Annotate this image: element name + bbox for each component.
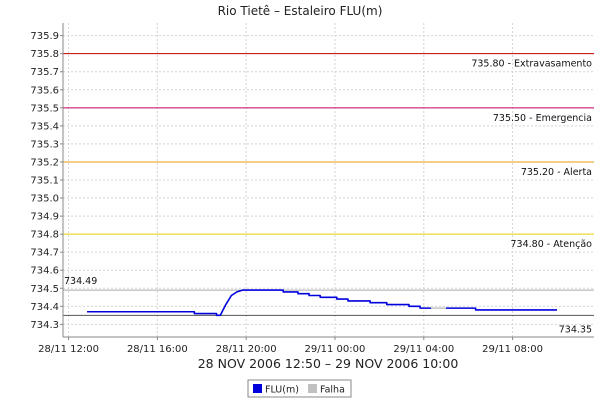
y-tick-label: 735.9 bbox=[30, 31, 59, 42]
reference-line-label: 735.80 - Extravasamento bbox=[471, 59, 592, 70]
y-tick-label: 735.6 bbox=[30, 85, 59, 96]
y-tick-label: 734.9 bbox=[30, 212, 59, 223]
y-tick-label: 735.8 bbox=[30, 49, 59, 60]
series-line-flu-m bbox=[87, 289, 432, 317]
x-tick-label: 28/11 20:00 bbox=[216, 344, 277, 355]
legend-swatch bbox=[253, 384, 262, 393]
x-tick-label: 28/11 16:00 bbox=[127, 344, 188, 355]
series-line-flu-m bbox=[445, 307, 557, 311]
legend: FLU(m) Falha bbox=[247, 379, 352, 398]
y-tick-label: 735.5 bbox=[30, 103, 59, 114]
y-tick-label: 735.2 bbox=[30, 157, 59, 168]
legend-label: Falha bbox=[320, 385, 345, 396]
y-tick-label: 734.4 bbox=[30, 302, 59, 313]
legend-label: FLU(m) bbox=[265, 385, 299, 396]
reference-line-label: 735.20 - Alerta bbox=[521, 167, 592, 178]
reference-line-label: 734.80 - Atenção bbox=[511, 239, 593, 250]
reference-line-label: 735.50 - Emergencia bbox=[493, 113, 592, 124]
y-tick-label: 734.3 bbox=[30, 320, 59, 331]
x-tick-label: 28/11 12:00 bbox=[38, 344, 99, 355]
y-tick-label: 735.7 bbox=[30, 67, 59, 78]
y-tick-label: 735.0 bbox=[30, 194, 59, 205]
y-tick-label: 734.7 bbox=[30, 248, 59, 259]
reference-line-label: 734.35 bbox=[559, 324, 592, 335]
x-axis: 28/11 12:00 28/11 16:00 28/11 20:00 29/11 0… bbox=[38, 336, 594, 355]
chart-title: Rio Tietê – Estaleiro FLU(m) bbox=[218, 4, 383, 18]
legend-box bbox=[247, 379, 352, 398]
chart-subtitle: 28 NOV 2006 12:50 – 29 NOV 2006 10:00 bbox=[198, 356, 459, 371]
y-tick-label: 735.3 bbox=[30, 139, 59, 150]
y-tick-label: 734.8 bbox=[30, 230, 59, 241]
y-tick-label: 735.4 bbox=[30, 121, 59, 132]
y-axis: 734.3 734.4 734.5 734.6 734.7 734.8 734.9 735.0… bbox=[30, 23, 64, 337]
data-series bbox=[87, 289, 557, 317]
reference-lines: 735.80 - Extravasamento 735.50 - Emergenc… bbox=[63, 53, 594, 335]
x-tick-label: 29/11 08:00 bbox=[482, 344, 543, 355]
y-tick-label: 735.1 bbox=[30, 176, 59, 187]
y-tick-label: 734.6 bbox=[30, 266, 59, 277]
reference-line-label: 734.49 bbox=[64, 276, 97, 287]
x-tick-label: 29/11 00:00 bbox=[305, 344, 366, 355]
y-tick-label: 734.5 bbox=[30, 284, 59, 295]
x-tick-label: 29/11 04:00 bbox=[393, 344, 454, 355]
legend-swatch bbox=[308, 384, 317, 393]
